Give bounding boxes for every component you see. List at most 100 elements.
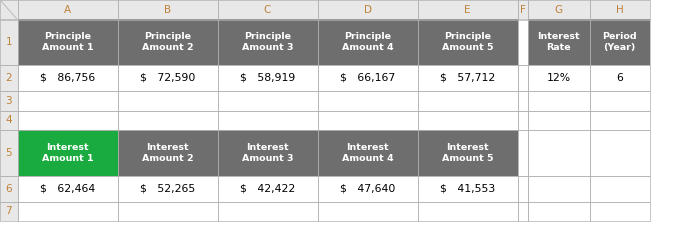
Bar — [417, 65, 517, 91]
Bar — [417, 0, 517, 20]
Bar — [527, 91, 590, 110]
Bar — [218, 20, 318, 65]
Bar — [590, 175, 649, 202]
Bar — [527, 20, 590, 65]
Bar — [590, 110, 649, 130]
Bar — [0, 130, 18, 175]
Bar — [417, 0, 517, 20]
Bar — [118, 130, 218, 175]
Bar — [218, 65, 318, 91]
Text: Principle
Amount 4: Principle Amount 4 — [342, 32, 393, 52]
Bar — [517, 0, 527, 20]
Bar — [218, 20, 318, 65]
Bar — [417, 65, 517, 91]
Bar — [118, 0, 218, 20]
Bar — [18, 91, 118, 110]
Bar — [18, 202, 118, 221]
Bar — [218, 110, 318, 130]
Bar — [590, 175, 649, 202]
Bar — [218, 91, 318, 110]
Bar — [527, 65, 590, 91]
Bar — [417, 110, 517, 130]
Bar — [0, 175, 18, 202]
Bar — [0, 130, 18, 175]
Text: 12%: 12% — [547, 73, 571, 83]
Bar — [218, 202, 318, 221]
Bar — [318, 20, 417, 65]
Bar — [18, 20, 118, 65]
Bar — [527, 110, 590, 130]
Bar — [0, 91, 18, 110]
Bar — [0, 0, 18, 20]
Bar — [527, 130, 590, 175]
Bar — [417, 130, 517, 175]
Bar — [118, 110, 218, 130]
Bar — [318, 0, 417, 20]
Bar — [527, 110, 590, 130]
Bar — [0, 202, 18, 221]
Bar — [517, 65, 527, 91]
Text: Interest
Amount 4: Interest Amount 4 — [342, 143, 393, 163]
Bar — [318, 130, 417, 175]
Bar — [318, 91, 417, 110]
Bar — [527, 20, 590, 65]
Bar — [218, 130, 318, 175]
Text: 3: 3 — [5, 96, 12, 106]
Bar — [318, 130, 417, 175]
Bar — [18, 110, 118, 130]
Bar — [0, 65, 18, 91]
Bar — [517, 202, 527, 221]
Bar — [590, 0, 649, 20]
Bar — [118, 110, 218, 130]
Text: 2: 2 — [5, 73, 12, 83]
Text: $   72,590: $ 72,590 — [140, 73, 195, 83]
Bar — [590, 65, 649, 91]
Bar — [0, 110, 18, 130]
Bar — [0, 202, 18, 221]
Bar — [417, 130, 517, 175]
Bar — [517, 91, 527, 110]
Bar — [517, 20, 527, 65]
Bar — [417, 20, 517, 65]
Bar — [18, 110, 118, 130]
Text: 7: 7 — [5, 206, 12, 216]
Text: 5: 5 — [5, 148, 12, 158]
Bar — [318, 0, 417, 20]
Bar — [417, 175, 517, 202]
Bar — [517, 130, 527, 175]
Bar — [417, 20, 517, 65]
Text: Principle
Amount 1: Principle Amount 1 — [42, 32, 93, 52]
Bar — [417, 91, 517, 110]
Bar — [0, 175, 18, 202]
Text: B: B — [164, 5, 171, 15]
Bar — [590, 20, 649, 65]
Text: $   66,167: $ 66,167 — [340, 73, 395, 83]
Bar — [318, 91, 417, 110]
Text: $   62,464: $ 62,464 — [40, 183, 95, 193]
Text: C: C — [264, 5, 271, 15]
Bar — [18, 175, 118, 202]
Bar — [590, 91, 649, 110]
Bar — [18, 0, 118, 20]
Bar — [590, 130, 649, 175]
Bar — [517, 0, 527, 20]
Bar — [118, 91, 218, 110]
Text: $   58,919: $ 58,919 — [240, 73, 295, 83]
Bar — [218, 65, 318, 91]
Bar — [318, 20, 417, 65]
Bar — [218, 175, 318, 202]
Text: F: F — [519, 5, 525, 15]
Bar — [118, 202, 218, 221]
Bar — [118, 91, 218, 110]
Bar — [218, 91, 318, 110]
Text: Principle
Amount 5: Principle Amount 5 — [442, 32, 493, 52]
Bar — [0, 0, 18, 20]
Bar — [118, 130, 218, 175]
Bar — [590, 0, 649, 20]
Bar — [318, 110, 417, 130]
Bar — [318, 202, 417, 221]
Bar — [18, 0, 118, 20]
Bar — [517, 175, 527, 202]
Text: $   41,553: $ 41,553 — [440, 183, 495, 193]
Bar — [18, 130, 118, 175]
